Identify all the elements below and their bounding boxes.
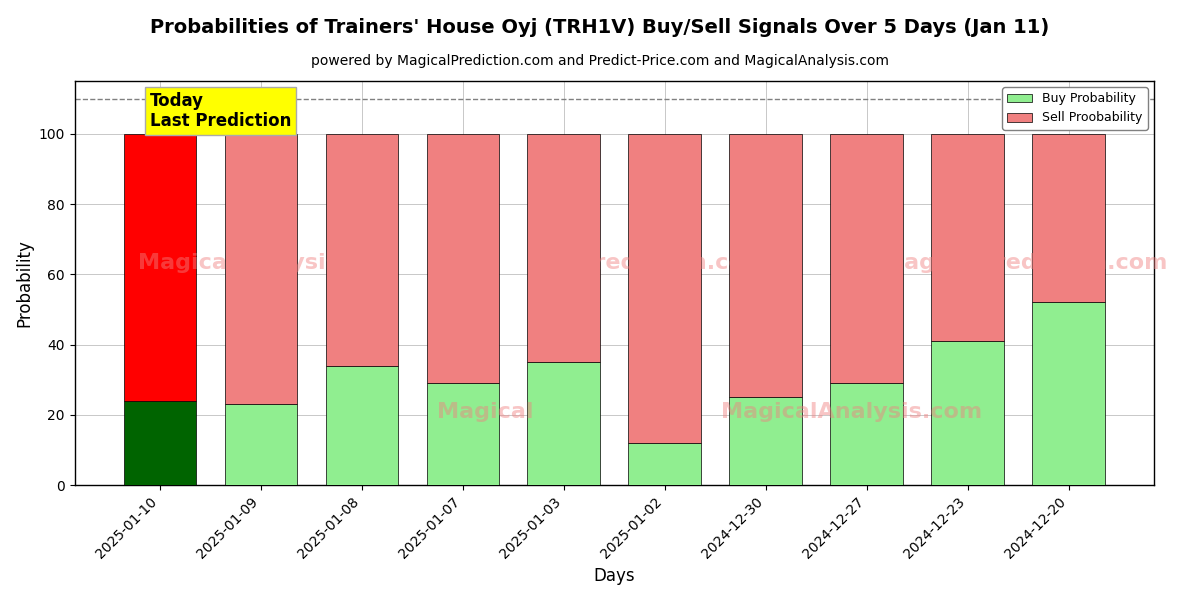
Text: MagicalAnalysis.com: MagicalAnalysis.com bbox=[721, 403, 983, 422]
Y-axis label: Probability: Probability bbox=[16, 239, 34, 327]
Bar bbox=[730, 397, 802, 485]
Bar bbox=[931, 341, 1004, 485]
Bar bbox=[325, 134, 398, 366]
Text: Today
Last Prediction: Today Last Prediction bbox=[150, 92, 292, 130]
Bar bbox=[1032, 302, 1105, 485]
Bar bbox=[224, 134, 298, 404]
Bar bbox=[426, 134, 499, 383]
Text: Magical: Magical bbox=[437, 403, 533, 422]
Bar bbox=[124, 134, 197, 401]
Text: powered by MagicalPrediction.com and Predict-Price.com and MagicalAnalysis.com: powered by MagicalPrediction.com and Pre… bbox=[311, 54, 889, 68]
Text: MagicalPrediction.com: MagicalPrediction.com bbox=[882, 253, 1168, 273]
Text: MagicalAnalysis.com: MagicalAnalysis.com bbox=[138, 253, 400, 273]
Text: IPrediction.com: IPrediction.com bbox=[570, 253, 767, 273]
Bar bbox=[629, 134, 701, 443]
Bar bbox=[224, 404, 298, 485]
X-axis label: Days: Days bbox=[594, 567, 635, 585]
Bar bbox=[629, 443, 701, 485]
Bar bbox=[124, 401, 197, 485]
Text: Probabilities of Trainers' House Oyj (TRH1V) Buy/Sell Signals Over 5 Days (Jan 1: Probabilities of Trainers' House Oyj (TR… bbox=[150, 18, 1050, 37]
Bar bbox=[730, 134, 802, 397]
Bar bbox=[931, 134, 1004, 341]
Bar bbox=[1032, 134, 1105, 302]
Legend: Buy Probability, Sell Proobability: Buy Probability, Sell Proobability bbox=[1002, 87, 1147, 130]
Bar bbox=[528, 134, 600, 362]
Bar bbox=[325, 366, 398, 485]
Bar bbox=[830, 383, 902, 485]
Bar bbox=[830, 134, 902, 383]
Bar bbox=[426, 383, 499, 485]
Bar bbox=[528, 362, 600, 485]
